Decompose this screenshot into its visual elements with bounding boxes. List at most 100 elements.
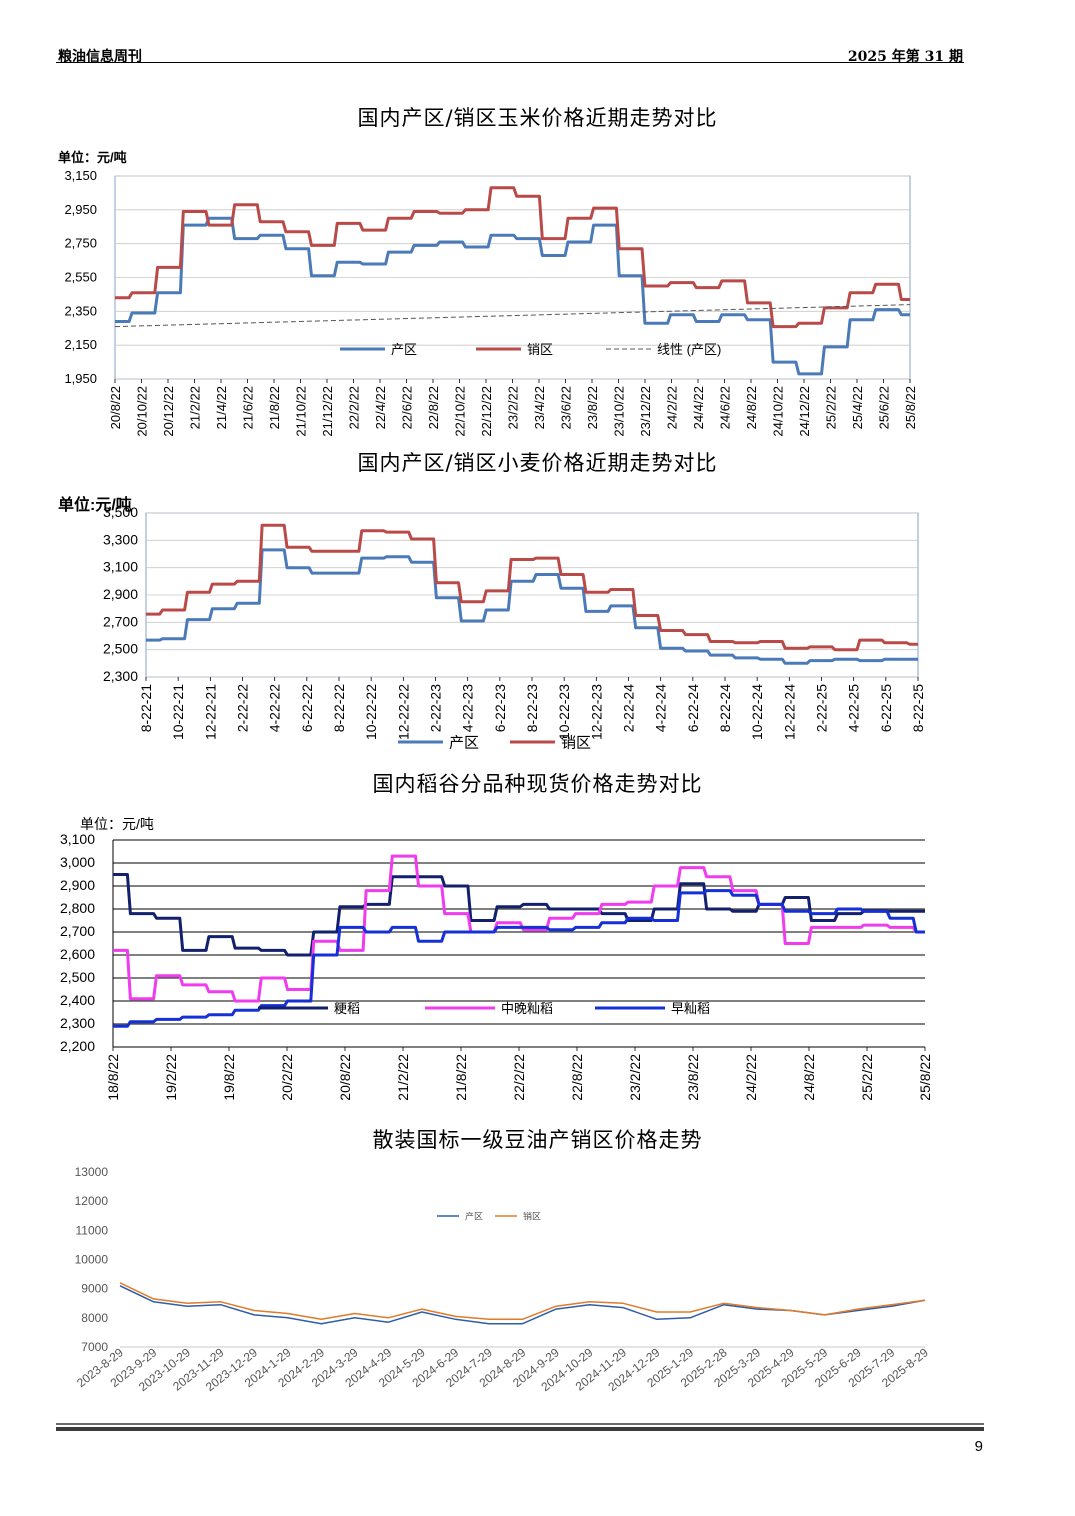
corn-y-tick-label: 1,950	[64, 371, 97, 386]
corn-legend-label: 线性 (产区)	[657, 342, 721, 357]
corn-x-tick-label: 23/8/22	[585, 386, 600, 429]
corn-x-tick-label: 22/10/22	[453, 386, 468, 437]
wheat-x-tick-label: 12-22-23	[588, 684, 604, 740]
wheat-x-tick-label: 4-22-24	[653, 684, 669, 732]
corn-legend-label: 销区	[527, 342, 553, 357]
wheat-legend-label: 销区	[561, 735, 591, 752]
corn-x-tick-label: 24/6/22	[718, 386, 733, 429]
rice-x-tick-label: 22/2/22	[511, 1054, 527, 1101]
wheat-x-tick-label: 4-22-22	[267, 684, 283, 732]
rice-y-tick-label: 2,300	[60, 1015, 95, 1031]
header-journal-name: 粮油信息周刊	[58, 49, 142, 65]
wheat-x-tick-label: 8-22-23	[524, 684, 540, 732]
wheat-x-tick-label: 10-22-21	[170, 684, 186, 740]
corn-unit-label: 单位：元/吨	[58, 150, 127, 165]
wheat-y-tick-label: 3,300	[103, 531, 138, 547]
soyoil-y-tick-label: 10000	[75, 1253, 109, 1267]
wheat-x-tick-label: 12-22-21	[202, 684, 218, 740]
wheat-x-tick-label: 6-22-24	[685, 684, 701, 732]
corn-x-tick-label: 21/4/22	[214, 386, 229, 429]
soyoil-legend-label: 销区	[523, 1210, 541, 1221]
wheat-y-tick-label: 2,500	[103, 641, 138, 657]
corn-x-tick-label: 22/6/22	[400, 386, 415, 429]
soyoil-y-tick-label: 9000	[81, 1282, 108, 1296]
rice-x-tick-label: 23/2/22	[627, 1054, 643, 1101]
corn-x-tick-label: 21/10/22	[294, 386, 309, 437]
wheat-chart-title: 国内产区/销区小麦价格近期走势对比	[357, 451, 718, 475]
soyoil-y-tick-label: 8000	[81, 1311, 108, 1325]
wheat-x-tick-label: 8-22-22	[331, 684, 347, 732]
corn-x-tick-label: 24/4/22	[691, 386, 706, 429]
rice-price-chart: 2,200 2,300 2,400 2,500 2,600 2,700 2,800 2,900…	[60, 816, 933, 1101]
wheat-x-tick-label: 2-22-25	[814, 684, 830, 732]
corn-x-tick-label: 24/10/22	[771, 386, 786, 437]
rice-x-tick-label: 24/2/22	[743, 1054, 759, 1101]
corn-y-tick-label: 3,150	[64, 168, 97, 183]
corn-price-chart: 1,950 2,150 2,350 2,550 2,750 2,950 3,150 单位：元/…	[58, 150, 918, 437]
wheat-x-tick-label: 6-22-23	[492, 684, 508, 732]
wheat-y-tick-label: 3,100	[103, 559, 138, 575]
corn-y-tick-label: 2,150	[64, 337, 97, 352]
wheat-x-tick-label: 12-22-24	[781, 684, 797, 740]
corn-x-tick-label: 25/8/22	[903, 386, 918, 429]
rice-x-tick-label: 22/8/22	[569, 1054, 585, 1101]
footer-rule-thin	[56, 1423, 984, 1425]
corn-x-tick-label: 25/4/22	[850, 386, 865, 429]
corn-x-tick-label: 25/2/22	[824, 386, 839, 429]
page-number: 9	[974, 1438, 983, 1455]
corn-x-tick-label: 24/2/22	[665, 386, 680, 429]
header-rule	[56, 62, 964, 63]
rice-x-tick-label: 19/2/22	[163, 1054, 179, 1101]
corn-series-line-1	[115, 216, 910, 376]
rice-y-tick-label: 3,000	[60, 854, 95, 870]
footer-rule-thick	[56, 1427, 984, 1431]
rice-x-tick-label: 20/8/22	[337, 1054, 353, 1101]
corn-x-tick-label: 23/6/22	[559, 386, 574, 429]
wheat-legend-label: 产区	[449, 735, 479, 752]
rice-y-tick-label: 2,800	[60, 900, 95, 916]
corn-x-tick-label: 22/12/22	[479, 386, 494, 437]
rice-x-tick-label: 21/2/22	[395, 1054, 411, 1101]
wheat-x-tick-label: 4-22-25	[846, 684, 862, 732]
rice-x-tick-label: 18/8/22	[105, 1054, 121, 1101]
rice-y-tick-label: 2,600	[60, 946, 95, 962]
soyoil-y-tick-label: 7000	[81, 1340, 108, 1354]
rice-y-tick-label: 2,500	[60, 969, 95, 985]
rice-series-line-1	[113, 873, 925, 957]
corn-chart-title: 国内产区/销区玉米价格近期走势对比	[357, 106, 718, 130]
corn-x-tick-label: 21/6/22	[241, 386, 256, 429]
wheat-x-tick-label: 6-22-25	[878, 684, 894, 732]
corn-series-line-2	[115, 186, 910, 329]
rice-x-tick-label: 24/8/22	[801, 1054, 817, 1101]
soyoil-series-line-1	[119, 1285, 926, 1325]
wheat-y-tick-label: 2,300	[103, 668, 138, 684]
corn-x-tick-label: 23/2/22	[506, 386, 521, 429]
wheat-x-tick-label: 4-22-23	[460, 684, 476, 732]
rice-legend-label: 粳稻	[334, 1001, 360, 1016]
soyoil-y-tick-label: 12000	[75, 1194, 109, 1208]
soyoil-series-line-2	[119, 1282, 926, 1321]
wheat-x-tick-label: 10-22-22	[363, 684, 379, 740]
rice-x-tick-label: 25/2/22	[859, 1054, 875, 1101]
rice-chart-title: 国内稻谷分品种现货价格走势对比	[372, 772, 703, 796]
rice-x-tick-label: 19/8/22	[221, 1054, 237, 1101]
rice-y-tick-label: 2,700	[60, 923, 95, 939]
wheat-x-tick-label: 8-22-21	[138, 684, 154, 732]
rice-y-tick-label: 3,100	[60, 831, 95, 847]
wheat-x-tick-label: 10-22-24	[749, 684, 765, 740]
corn-x-tick-label: 23/10/22	[612, 386, 627, 437]
wheat-x-tick-label: 2-22-22	[235, 684, 251, 732]
rice-legend-label: 早籼稻	[671, 1001, 710, 1016]
corn-x-tick-label: 21/2/22	[188, 386, 203, 429]
rice-x-tick-label: 25/8/22	[917, 1054, 933, 1101]
corn-x-tick-label: 23/4/22	[532, 386, 547, 429]
wheat-price-chart: 2,300 2,500 2,700 2,900 3,100 3,300 3,500单位:元/…	[58, 495, 926, 752]
corn-y-tick-label: 2,750	[64, 236, 97, 251]
wheat-unit-label: 单位:元/吨	[58, 495, 132, 514]
wheat-x-tick-label: 2-22-23	[428, 684, 444, 732]
corn-series-line-3	[114, 304, 911, 328]
wheat-x-tick-label: 8-22-25	[910, 684, 926, 732]
rice-y-tick-label: 2,200	[60, 1038, 95, 1054]
soyoil-y-tick-label: 11000	[76, 1223, 109, 1237]
wheat-x-tick-label: 8-22-24	[717, 684, 733, 732]
